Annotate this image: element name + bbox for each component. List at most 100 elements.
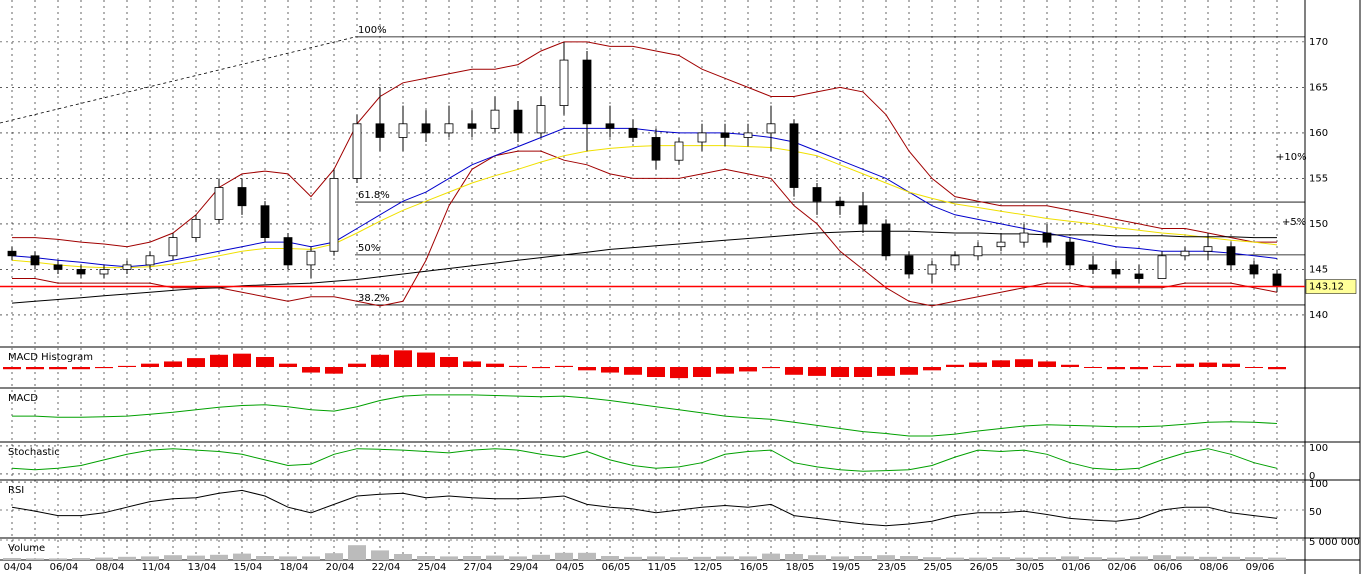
bar bbox=[1015, 557, 1033, 560]
y-tick-label: 145 bbox=[1309, 264, 1328, 275]
bar bbox=[1268, 367, 1286, 370]
bar bbox=[164, 361, 182, 367]
bar bbox=[49, 367, 67, 370]
candle-body bbox=[858, 205, 868, 225]
candle-body bbox=[674, 141, 684, 161]
bar bbox=[210, 354, 228, 367]
bar bbox=[900, 367, 918, 375]
bar bbox=[95, 557, 113, 560]
candle-body bbox=[30, 255, 40, 266]
bar bbox=[1268, 557, 1286, 560]
y-tick-label: 165 bbox=[1309, 82, 1328, 93]
bar bbox=[371, 550, 389, 560]
bar bbox=[923, 557, 941, 560]
last-price-label: 143.12 bbox=[1309, 282, 1344, 293]
bar bbox=[256, 357, 274, 367]
candle-body bbox=[53, 264, 63, 270]
bar bbox=[118, 365, 136, 367]
bar bbox=[72, 558, 90, 560]
candle-body bbox=[191, 218, 201, 238]
candle-body bbox=[260, 205, 270, 238]
bar bbox=[716, 556, 734, 560]
candle-body bbox=[904, 255, 914, 275]
candle-body bbox=[7, 250, 17, 257]
bar bbox=[647, 367, 665, 377]
trend-line bbox=[0, 36, 356, 124]
indicator-line bbox=[12, 150, 1278, 307]
bar bbox=[1038, 557, 1056, 560]
bar bbox=[210, 554, 228, 560]
bar bbox=[946, 557, 964, 560]
bar bbox=[463, 361, 481, 367]
bar bbox=[302, 556, 320, 560]
bar bbox=[716, 367, 734, 374]
panel-title: Stochastic bbox=[8, 447, 60, 458]
candle-body bbox=[605, 123, 615, 129]
panel-title: Volume bbox=[8, 543, 45, 554]
panel-title: MACD bbox=[8, 393, 38, 404]
bar bbox=[26, 367, 44, 370]
candle-body bbox=[1088, 264, 1098, 270]
bar bbox=[72, 367, 90, 370]
candle-body bbox=[283, 237, 293, 266]
bar bbox=[1084, 367, 1102, 368]
candle-body bbox=[490, 109, 500, 129]
x-tick-label: 11/05 bbox=[648, 562, 677, 573]
bar bbox=[808, 555, 826, 560]
y-tick-label: 170 bbox=[1309, 37, 1328, 48]
candle-body bbox=[536, 105, 546, 134]
y-tick-label: 160 bbox=[1309, 128, 1328, 139]
bar bbox=[1107, 557, 1125, 560]
x-tick-label: 04/05 bbox=[556, 562, 585, 573]
indicator-line bbox=[12, 41, 1277, 248]
bar bbox=[1199, 362, 1217, 367]
annotation: +5% bbox=[1282, 217, 1306, 228]
bar bbox=[992, 557, 1010, 560]
x-tick-label: 29/04 bbox=[510, 562, 539, 573]
bar bbox=[693, 367, 711, 377]
bar bbox=[624, 367, 642, 375]
y-tick-label: 155 bbox=[1309, 173, 1328, 184]
candle-body bbox=[421, 123, 431, 134]
x-tick-label: 20/04 bbox=[326, 562, 355, 573]
x-tick-label: 22/04 bbox=[372, 562, 401, 573]
bar bbox=[256, 556, 274, 560]
bar bbox=[371, 354, 389, 367]
candle-body bbox=[812, 187, 822, 202]
bar bbox=[1176, 556, 1194, 560]
candle-body bbox=[996, 241, 1006, 248]
fib-label: 50% bbox=[358, 243, 380, 254]
candle-body bbox=[1019, 232, 1029, 243]
candle-body bbox=[1203, 246, 1213, 252]
y-tick-label: 5 000 000 bbox=[1309, 537, 1360, 548]
y-tick-label: 100 bbox=[1309, 443, 1328, 454]
bar bbox=[279, 556, 297, 560]
x-tick-label: 04/04 bbox=[4, 562, 33, 573]
bar bbox=[417, 352, 435, 367]
bar bbox=[348, 545, 366, 560]
candle-body bbox=[513, 109, 523, 134]
bar bbox=[164, 555, 182, 560]
bar bbox=[785, 367, 803, 375]
candle-body bbox=[1134, 273, 1144, 279]
bar bbox=[1153, 555, 1171, 560]
x-tick-label: 06/04 bbox=[50, 562, 79, 573]
x-tick-label: 19/05 bbox=[832, 562, 861, 573]
candle-body bbox=[835, 200, 845, 207]
bar bbox=[49, 558, 67, 560]
bar bbox=[233, 353, 251, 367]
bar bbox=[302, 367, 320, 373]
x-tick-label: 11/04 bbox=[142, 562, 171, 573]
bar bbox=[739, 367, 757, 372]
indicator-line bbox=[11, 448, 1278, 472]
bar bbox=[762, 553, 780, 560]
bar bbox=[1222, 556, 1240, 560]
bar bbox=[877, 555, 895, 560]
candle-body bbox=[1065, 241, 1075, 266]
bar bbox=[141, 363, 159, 367]
x-tick-label: 01/06 bbox=[1062, 562, 1091, 573]
x-tick-label: 23/05 bbox=[878, 562, 907, 573]
candle-body bbox=[1157, 255, 1167, 279]
bar bbox=[1245, 557, 1263, 560]
